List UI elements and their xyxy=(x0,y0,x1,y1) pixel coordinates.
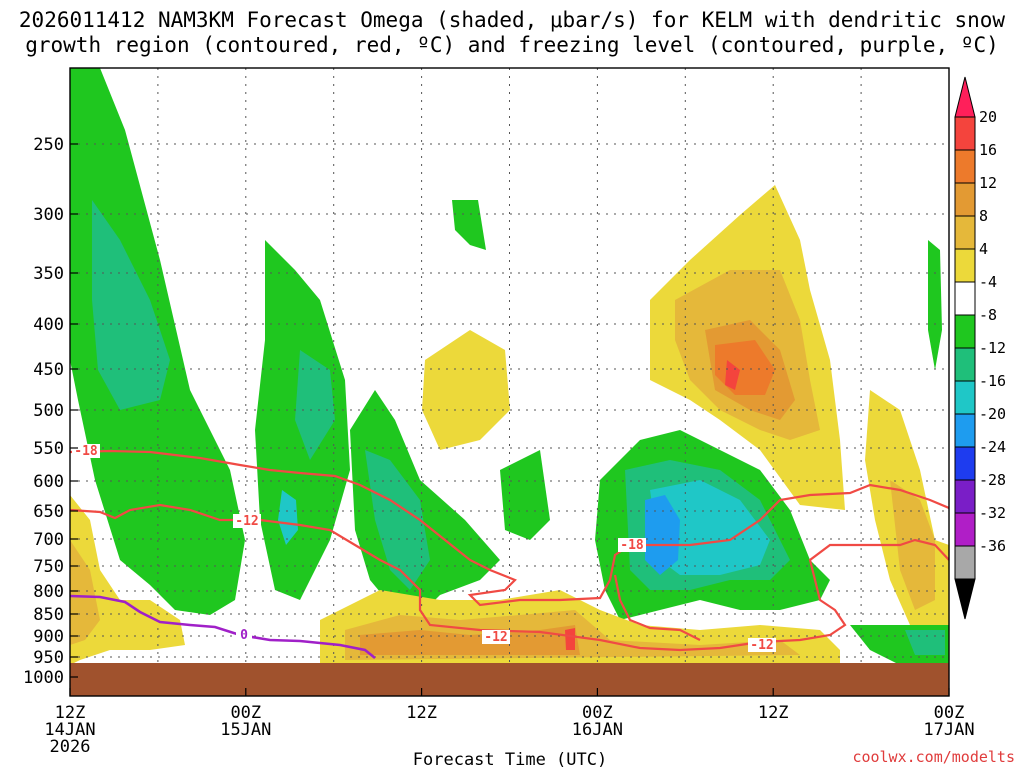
x-tick-label-3-1: 16JAN xyxy=(572,720,623,740)
colorbar-bottom-arrow xyxy=(954,578,976,620)
contour-labels: -18 -12 -18 -12 -12 0 xyxy=(72,444,776,653)
omega-region-green-upper xyxy=(452,200,486,250)
dgz-contour-minus12-west xyxy=(70,503,949,652)
colorbar-band-7 xyxy=(954,314,976,349)
colorbar-label-4: 4 xyxy=(979,240,988,258)
colorbar-label-10: -24 xyxy=(979,438,1006,456)
dgz-contour-minus18-west xyxy=(70,449,611,607)
omega-region-red-16jan xyxy=(725,360,740,390)
plot-frame xyxy=(69,67,950,697)
y-tick-label-650: 650 xyxy=(33,502,64,522)
x-axis-label: Forecast Time (UTC) xyxy=(413,750,607,768)
chart-title-line1: 2026011412 NAM3KM Forecast Omega (shaded… xyxy=(19,8,1006,32)
colorbar-label-7: -12 xyxy=(979,339,1006,357)
dgz-label-west-minus12: -12 xyxy=(235,514,258,529)
y-tick-label-400: 400 xyxy=(33,315,64,335)
omega-region-teal-west xyxy=(92,200,170,410)
colorbar-label-0: 20 xyxy=(979,108,997,126)
gridlines xyxy=(70,68,949,696)
dgz-label-mid-minus12: -12 xyxy=(484,630,507,645)
x-tick-label-5-0: 00Z xyxy=(934,703,965,723)
dgz-contours xyxy=(70,449,949,652)
y-tick-label-550: 550 xyxy=(33,439,64,459)
colorbar-band-14 xyxy=(954,545,976,580)
colorbar-top-arrow xyxy=(954,76,976,118)
x-tick-label-1-0: 00Z xyxy=(230,703,261,723)
colorbar-band-8 xyxy=(954,347,976,382)
freezing-level-label: 0 xyxy=(240,628,248,643)
colorbar-label-6: -8 xyxy=(979,306,997,324)
omega-region-cyan-mid1 xyxy=(278,490,298,545)
colorbar-label-1: 16 xyxy=(979,141,997,159)
x-tick-label-1-1: 15JAN xyxy=(220,720,271,740)
omega-region-blue-16jan xyxy=(645,495,680,575)
colorbar-label-3: 8 xyxy=(979,207,988,225)
colorbar-label-12: -32 xyxy=(979,504,1006,522)
colorbar-band-5 xyxy=(954,248,976,283)
dgz-label-east-minus18: -18 xyxy=(620,538,644,553)
y-tick-label-1000: 1000 xyxy=(23,668,64,688)
omega-region-yellow-upper-mid xyxy=(422,330,510,450)
credit-link[interactable]: coolwx.com/modelts xyxy=(852,748,1015,766)
colorbar-label-13: -36 xyxy=(979,537,1006,555)
x-tick-label-0-2: 2026 xyxy=(50,737,91,757)
y-tick-label-800: 800 xyxy=(33,582,64,602)
omega-region-teal-mid1 xyxy=(295,350,335,460)
y-tick-label-700: 700 xyxy=(33,530,64,550)
colorbar-label-9: -20 xyxy=(979,405,1006,423)
colorbar-band-4 xyxy=(954,215,976,250)
colorbar-band-13 xyxy=(954,512,976,547)
omega-shading xyxy=(70,68,949,665)
omega-region-green-right-column xyxy=(928,240,942,370)
y-axis: 2503003504004505005506006507007508008509… xyxy=(23,135,78,688)
colorbar-label-5: -4 xyxy=(979,273,997,291)
y-tick-label-500: 500 xyxy=(33,401,64,421)
freezing-level-contour xyxy=(70,594,376,660)
colorbar-band-9 xyxy=(954,380,976,415)
x-tick-label-0-1: 14JAN xyxy=(44,720,95,740)
colorbar-band-3 xyxy=(954,182,976,217)
dgz-label-west-minus18: -18 xyxy=(74,444,98,459)
y-tick-label-950: 950 xyxy=(33,648,64,668)
omega-region-teal-mid2 xyxy=(365,450,430,590)
colorbar-band-2 xyxy=(954,149,976,184)
ground-below-surface xyxy=(70,663,949,696)
x-tick-label-4-0: 12Z xyxy=(758,703,789,723)
colorbar-band-1 xyxy=(954,116,976,151)
colorbar-band-6 xyxy=(954,281,976,316)
omega-region-cyan-16jan xyxy=(650,480,770,575)
colorbar: 20 16 12 8 4 -4 -8 -12 -16 -20 -24 -28 -32 -36 xyxy=(954,76,1006,620)
colorbar-band-11 xyxy=(954,446,976,481)
x-tick-label-0-0: 12Z xyxy=(55,703,86,723)
omega-region-red-spot-low xyxy=(565,628,575,650)
y-tick-label-350: 350 xyxy=(33,264,64,284)
x-tick-label-5-1: 17JAN xyxy=(923,720,974,740)
colorbar-band-10 xyxy=(954,413,976,448)
plot-area: -18 -12 -18 -12 -12 0 xyxy=(70,68,949,696)
y-tick-label-900: 900 xyxy=(33,627,64,647)
colorbar-label-8: -16 xyxy=(979,372,1006,390)
omega-region-yellow-low-west xyxy=(70,495,185,665)
omega-region-amber-east xyxy=(890,480,935,610)
y-tick-label-450: 450 xyxy=(33,360,64,380)
y-tick-label-250: 250 xyxy=(33,135,64,155)
y-tick-label-600: 600 xyxy=(33,472,64,492)
colorbar-label-2: 12 xyxy=(979,174,997,192)
omega-region-green-slot xyxy=(500,450,550,540)
y-tick-label-850: 850 xyxy=(33,605,64,625)
x-tick-label-2-0: 12Z xyxy=(406,703,437,723)
dgz-contour-minus12-right xyxy=(613,574,701,641)
y-tick-label-300: 300 xyxy=(33,205,64,225)
y-tick-label-750: 750 xyxy=(33,557,64,577)
x-tick-label-3-0: 00Z xyxy=(582,703,613,723)
dgz-label-east-minus12: -12 xyxy=(750,638,773,653)
chart-title-line2: growth region (contoured, red, ºC) and f… xyxy=(25,33,999,57)
colorbar-label-11: -28 xyxy=(979,471,1006,489)
colorbar-band-12 xyxy=(954,479,976,514)
